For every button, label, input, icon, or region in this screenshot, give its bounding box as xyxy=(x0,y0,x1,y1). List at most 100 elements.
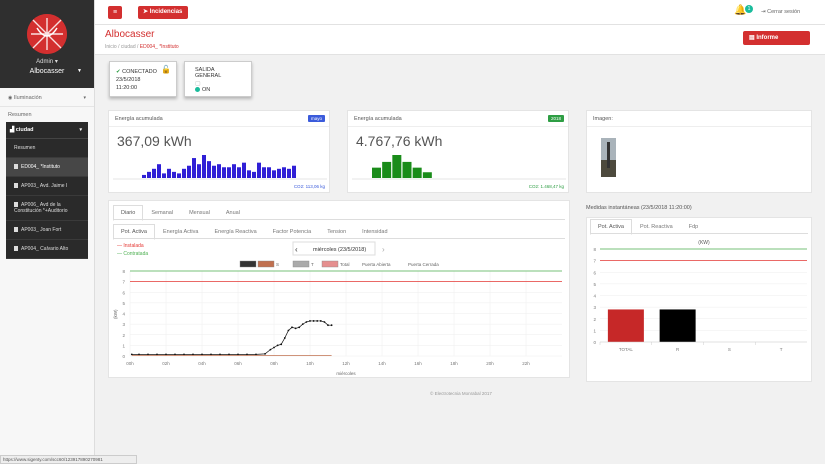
incidencias-label: Incidencias xyxy=(149,9,183,15)
data-point[interactable] xyxy=(301,323,304,326)
tab-factor-potencia[interactable]: Factor Potencia xyxy=(272,229,312,235)
data-point[interactable] xyxy=(210,353,212,356)
data-point[interactable] xyxy=(316,320,319,322)
bar-r[interactable] xyxy=(659,309,696,342)
data-point[interactable] xyxy=(312,320,315,322)
user-name[interactable]: Admin ▾ xyxy=(0,58,94,65)
data-point[interactable] xyxy=(280,343,283,346)
data-point[interactable] xyxy=(273,346,275,349)
y-tick: 1 xyxy=(122,343,125,348)
tab-fdp[interactable]: Fdp xyxy=(688,224,699,230)
x-tick: 02h xyxy=(162,361,170,366)
bar-total[interactable] xyxy=(607,309,644,342)
data-point[interactable] xyxy=(283,337,286,339)
data-point[interactable] xyxy=(147,353,149,356)
data-point[interactable] xyxy=(130,353,133,356)
legend-label: S xyxy=(276,262,279,267)
tab-anual[interactable]: Anual xyxy=(225,210,240,216)
data-point[interactable] xyxy=(255,353,257,356)
data-point[interactable] xyxy=(246,353,248,356)
data-point[interactable] xyxy=(323,321,326,323)
sidebar-item-4[interactable]: AP003_ Joan Fort xyxy=(6,221,88,240)
tab-mensual[interactable]: Mensual xyxy=(189,210,210,216)
data-point[interactable] xyxy=(309,320,311,322)
chevron-down-icon: ▾ xyxy=(79,127,82,133)
x-tick: 00h xyxy=(126,361,134,366)
data-point[interactable] xyxy=(276,344,279,347)
legend-label[interactable]: Puerta Cerrada xyxy=(408,262,439,267)
breadcrumb-inicio[interactable]: Inicio xyxy=(105,44,117,50)
prev-day-icon[interactable]: ‹ xyxy=(295,245,298,254)
data-point[interactable] xyxy=(319,320,322,322)
sidebar-item-5[interactable]: AP004_ Calvario Alto xyxy=(6,240,88,259)
sidebar-item-resumen[interactable]: Resumen xyxy=(0,106,94,122)
energy-bar xyxy=(187,165,191,178)
legend-swatch[interactable] xyxy=(257,260,275,268)
data-point[interactable] xyxy=(156,353,158,356)
x-tick: 10h xyxy=(306,361,314,366)
avatar[interactable] xyxy=(27,14,67,54)
data-point[interactable] xyxy=(201,353,203,356)
logout-link[interactable]: ⇥ Cerrar sesión xyxy=(761,9,800,15)
document-icon xyxy=(14,227,18,233)
legend-label[interactable]: Puerta Abierta xyxy=(362,262,391,267)
legend-swatch[interactable] xyxy=(321,260,339,268)
data-point[interactable] xyxy=(298,326,301,329)
data-point[interactable] xyxy=(183,353,185,356)
bell-icon[interactable]: 🔔 xyxy=(734,5,747,16)
data-point[interactable] xyxy=(192,353,194,356)
legend-instalada: — Instalada xyxy=(117,243,144,249)
sidebar-item-iluminacion[interactable]: ◉ Iluminación ▾ xyxy=(0,90,94,106)
data-point[interactable] xyxy=(264,352,266,355)
sidebar-item-3[interactable]: AP006_ Avd de la Constitución *+Auditori… xyxy=(6,196,88,221)
menu-toggle-button[interactable]: ≡ xyxy=(108,6,122,19)
data-point[interactable] xyxy=(305,321,308,323)
data-point[interactable] xyxy=(330,324,333,327)
sidebar-item-0[interactable]: Resumen xyxy=(6,139,88,158)
data-point[interactable] xyxy=(165,353,167,356)
tab-pot-activa[interactable]: Pot. Activa xyxy=(113,224,155,240)
tab-tension[interactable]: Tension xyxy=(327,229,347,235)
legend-swatch[interactable] xyxy=(239,260,257,268)
data-point[interactable] xyxy=(291,326,293,329)
site-photo[interactable] xyxy=(601,138,616,177)
tab-intensidad[interactable]: Intensidad xyxy=(362,229,388,235)
top-navbar: ≡ ➤ Incidencias 🔔 1 ⇥ Cerrar sesión xyxy=(95,0,825,25)
breadcrumb-current: ED004_ *Instituto xyxy=(139,44,179,50)
tab-diario[interactable]: Diario xyxy=(113,205,144,221)
salida-general-label: SALIDA GENERAL xyxy=(195,67,222,79)
tab-energ-a-reactiva[interactable]: Energía Reactiva xyxy=(214,229,257,235)
sidebar-group-header[interactable]: ▟ ciudad ▾ xyxy=(6,122,88,139)
data-point[interactable] xyxy=(174,353,176,356)
unlock-icon[interactable]: 🔓 xyxy=(161,65,171,74)
tab-pot-reactiva[interactable]: Pot. Reactiva xyxy=(640,224,673,230)
y-tick: 3 xyxy=(593,305,596,310)
variable-tabs: Pot. Activa Energía Activa Energía Reactiv… xyxy=(113,224,396,240)
incidencias-button[interactable]: ➤ Incidencias xyxy=(138,6,188,19)
breadcrumb-ciudad[interactable]: ciudad xyxy=(120,44,136,50)
energy-bar xyxy=(227,167,231,178)
data-point[interactable] xyxy=(269,348,272,351)
toggle-icon[interactable]: ▢ xyxy=(195,81,201,87)
data-point[interactable] xyxy=(138,353,140,356)
data-point[interactable] xyxy=(228,353,230,356)
y-tick: 4 xyxy=(593,294,596,299)
x-tick: 16h xyxy=(414,361,422,366)
data-point[interactable] xyxy=(294,327,297,330)
y-tick: 2 xyxy=(593,317,596,322)
tab-pot-activa[interactable]: Pot. Activa xyxy=(590,219,632,235)
data-point[interactable] xyxy=(237,353,239,356)
next-day-icon[interactable]: › xyxy=(382,245,385,254)
data-point[interactable] xyxy=(219,353,221,356)
legend-swatch[interactable] xyxy=(292,260,310,268)
informe-personalizado-button[interactable]: ▤ Informe Personalizado xyxy=(743,31,810,55)
sidebar-item-2[interactable]: AP003_ Avd. Jaime I xyxy=(6,177,88,196)
data-point[interactable] xyxy=(287,329,290,332)
site-selector[interactable]: Albocasser ▼ xyxy=(0,68,94,75)
tab-energ-a-activa[interactable]: Energía Activa xyxy=(163,229,199,235)
month-badge: mayo xyxy=(307,115,325,122)
connection-date: 23/5/2018 xyxy=(116,77,141,83)
sidebar-item-1[interactable]: ED004_ *Instituto xyxy=(6,158,88,177)
tab-semanal[interactable]: Semanal xyxy=(151,210,174,216)
data-point[interactable] xyxy=(327,324,329,327)
